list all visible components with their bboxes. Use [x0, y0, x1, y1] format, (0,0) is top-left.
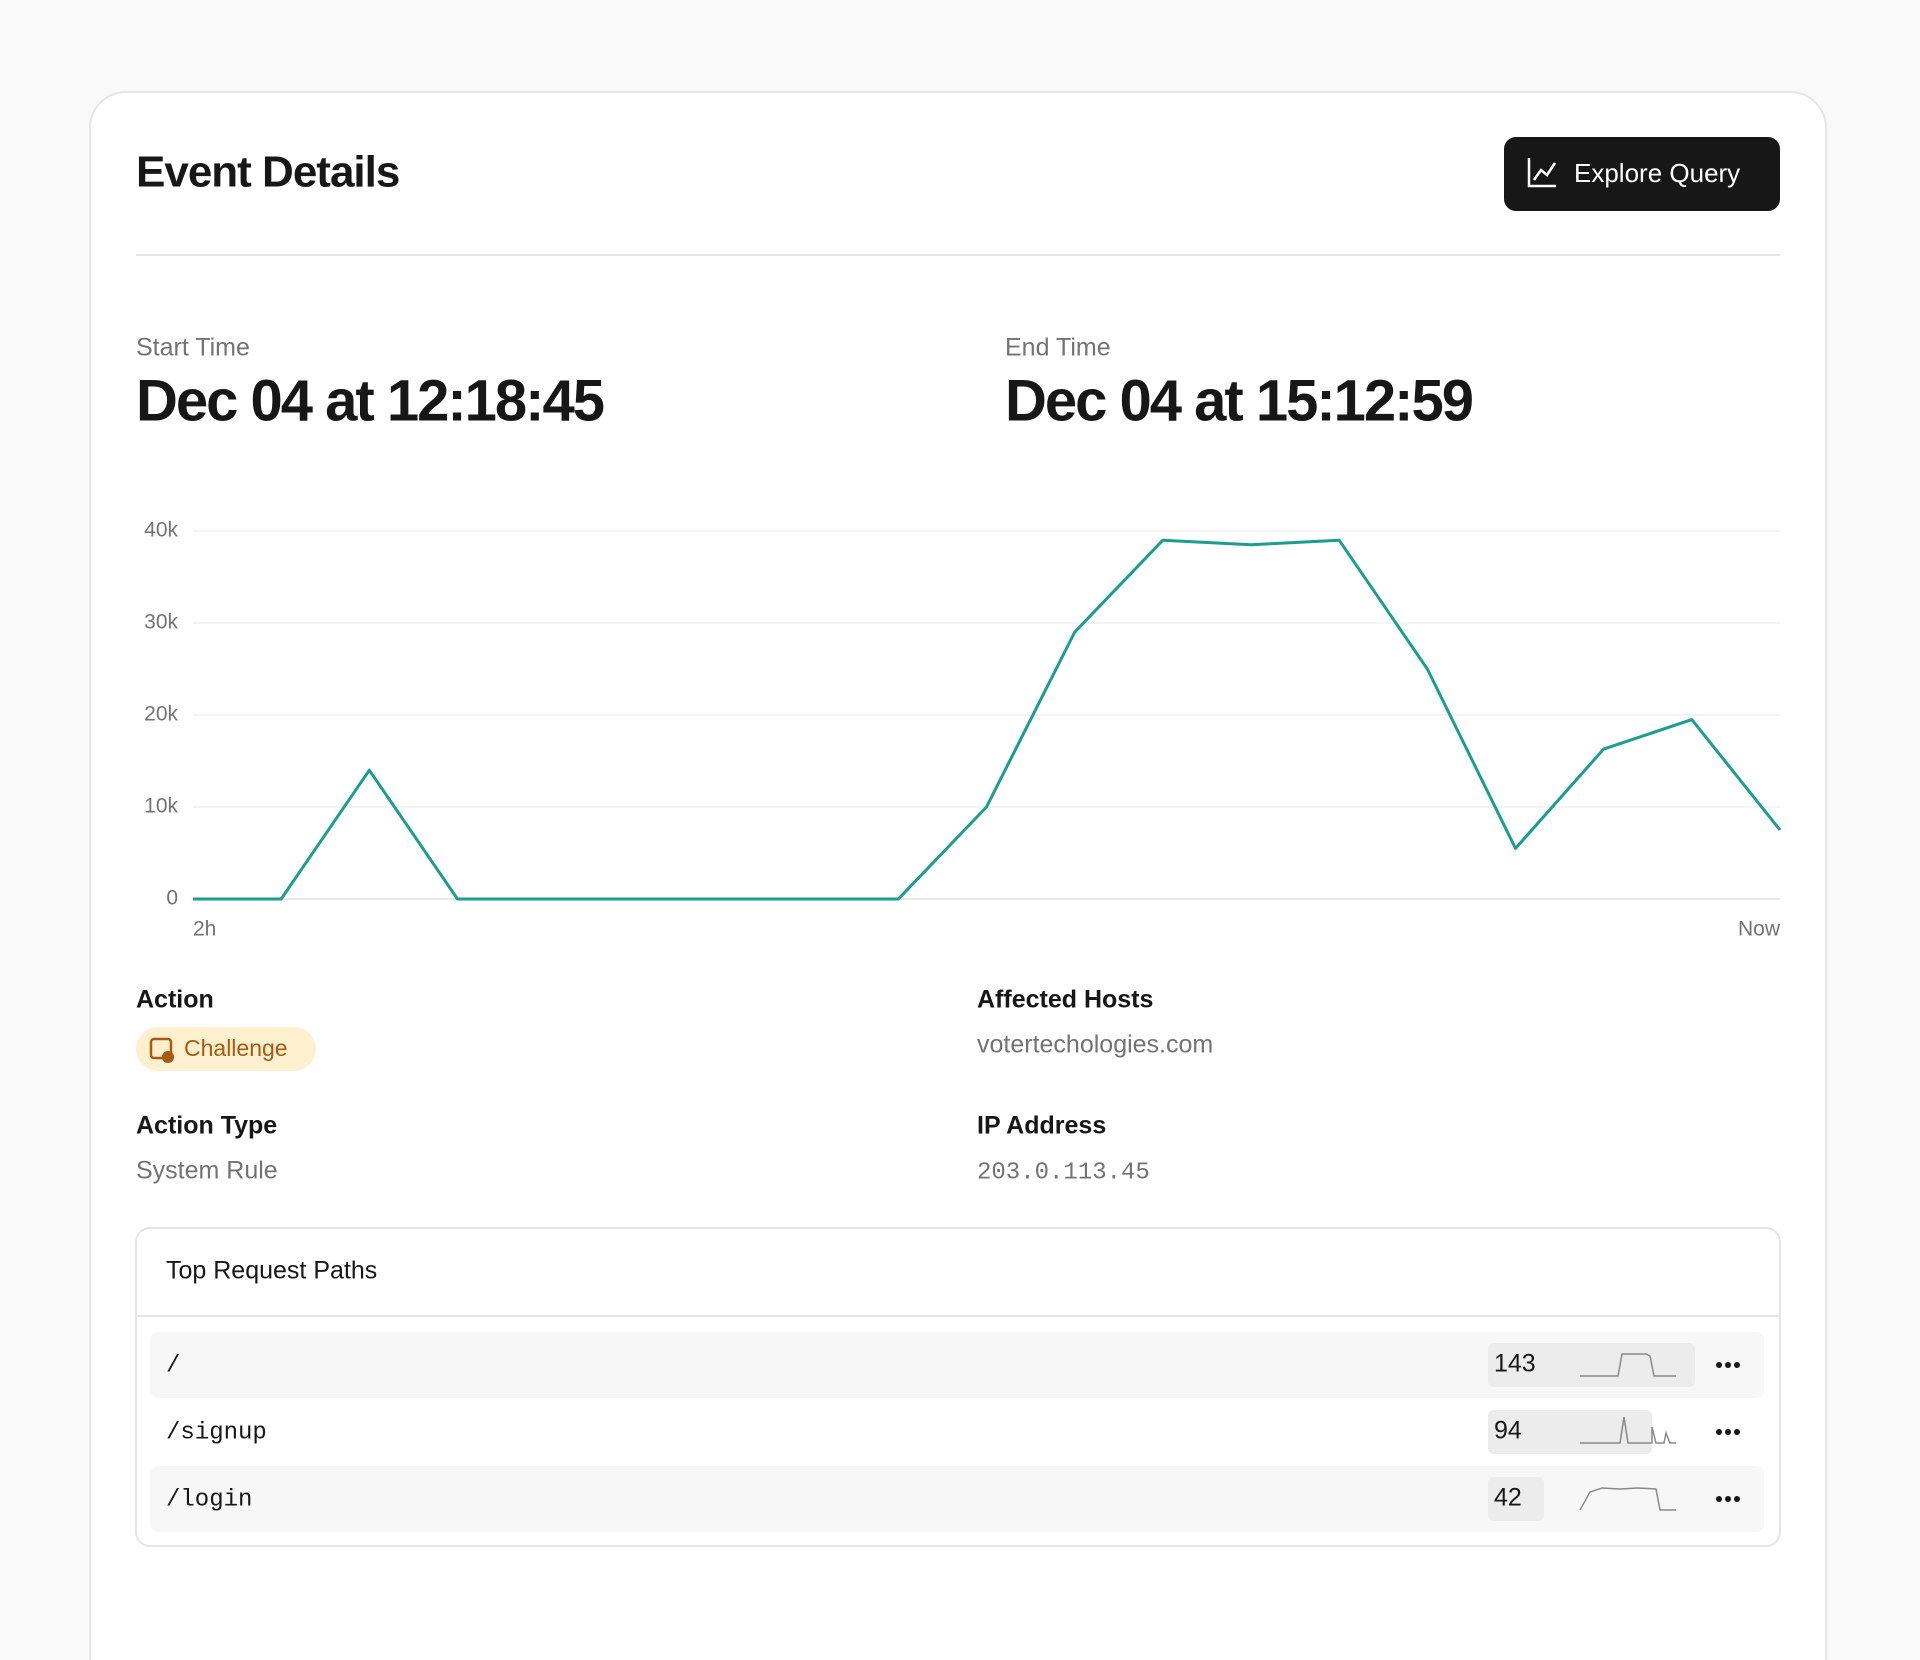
- request-count: 143: [1494, 1350, 1536, 1378]
- table-title: Top Request Paths: [166, 1257, 377, 1285]
- menu-dot: [1716, 1429, 1722, 1435]
- request-path: /login: [166, 1486, 252, 1513]
- button-icon: [1527, 158, 1556, 188]
- menu-dot: [1716, 1496, 1722, 1502]
- y-tick-label: 30k: [144, 611, 178, 634]
- menu-dot: [1734, 1429, 1740, 1435]
- y-tick-label: 10k: [144, 795, 178, 818]
- row-bg: [150, 1466, 1764, 1532]
- menu-dot: [1734, 1362, 1740, 1368]
- table-rows: / 143/signup 94/login 42: [150, 1332, 1764, 1532]
- explore-query-button[interactable]: Explore Query: [1504, 137, 1780, 211]
- sparkline: [1580, 1416, 1676, 1444]
- badge-label: Challenge: [184, 1035, 288, 1061]
- request-count: 94: [1494, 1417, 1522, 1445]
- request-path: /: [166, 1352, 180, 1379]
- sparkline: [1580, 1353, 1676, 1377]
- detail-label: Affected Hosts: [977, 986, 1153, 1014]
- row-menu[interactable]: [1716, 1496, 1740, 1502]
- time-value: Dec 04 at 15:12:59: [1005, 368, 1473, 433]
- menu-dot: [1734, 1496, 1740, 1502]
- x-tick-label: Now: [1738, 918, 1781, 941]
- y-tick-label: 40k: [144, 519, 178, 542]
- menu-dot: [1725, 1362, 1731, 1368]
- request-path: /signup: [166, 1419, 267, 1446]
- button-bg: [1504, 137, 1780, 211]
- detail-value: votertechologies.com: [977, 1031, 1213, 1059]
- count-bg: [1488, 1477, 1544, 1521]
- detail-label: Action Type: [136, 1112, 277, 1140]
- badge-bg: [136, 1027, 316, 1071]
- time-label: Start Time: [136, 334, 250, 362]
- chart: 0 10k 20k 30k 40k 2h Now: [144, 519, 1782, 941]
- row-menu[interactable]: [1716, 1362, 1740, 1368]
- y-tick-label: 0: [166, 887, 178, 910]
- row-menu[interactable]: [1716, 1429, 1740, 1435]
- card-title: Event Details: [136, 148, 399, 197]
- x-tick-label: 2h: [193, 918, 216, 941]
- action-badge: Challenge: [136, 1027, 316, 1071]
- button-label: Explore Query: [1574, 158, 1740, 188]
- detail-label: IP Address: [977, 1112, 1106, 1140]
- time-label: End Time: [1005, 334, 1111, 362]
- sparkline: [1579, 1487, 1676, 1511]
- detail-value: 203.0.113.45: [977, 1159, 1150, 1186]
- request-count: 42: [1494, 1484, 1522, 1512]
- line-series: [193, 538, 1782, 901]
- detail-value: System Rule: [136, 1157, 278, 1185]
- time-value: Dec 04 at 12:18:45: [136, 368, 604, 433]
- badge-icon: [149, 1037, 173, 1060]
- detail-label: Action: [136, 986, 214, 1014]
- menu-dot: [1716, 1362, 1722, 1368]
- row-bg: [150, 1332, 1764, 1398]
- badge-icon: [162, 1051, 174, 1063]
- y-tick-label: 20k: [144, 703, 178, 726]
- button-icon: [1532, 162, 1557, 181]
- menu-dot: [1725, 1429, 1731, 1435]
- menu-dot: [1725, 1496, 1731, 1502]
